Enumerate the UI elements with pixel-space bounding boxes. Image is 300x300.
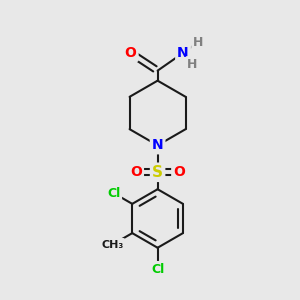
Text: O: O <box>130 165 142 179</box>
Text: O: O <box>173 165 185 179</box>
Text: S: S <box>152 165 163 180</box>
Text: Cl: Cl <box>151 263 164 276</box>
Text: H: H <box>187 58 197 71</box>
Text: N: N <box>152 138 164 152</box>
Text: CH₃: CH₃ <box>101 240 123 250</box>
Text: Cl: Cl <box>107 187 120 200</box>
Text: O: O <box>125 46 136 60</box>
Text: H: H <box>193 36 204 49</box>
Text: N: N <box>177 46 189 60</box>
